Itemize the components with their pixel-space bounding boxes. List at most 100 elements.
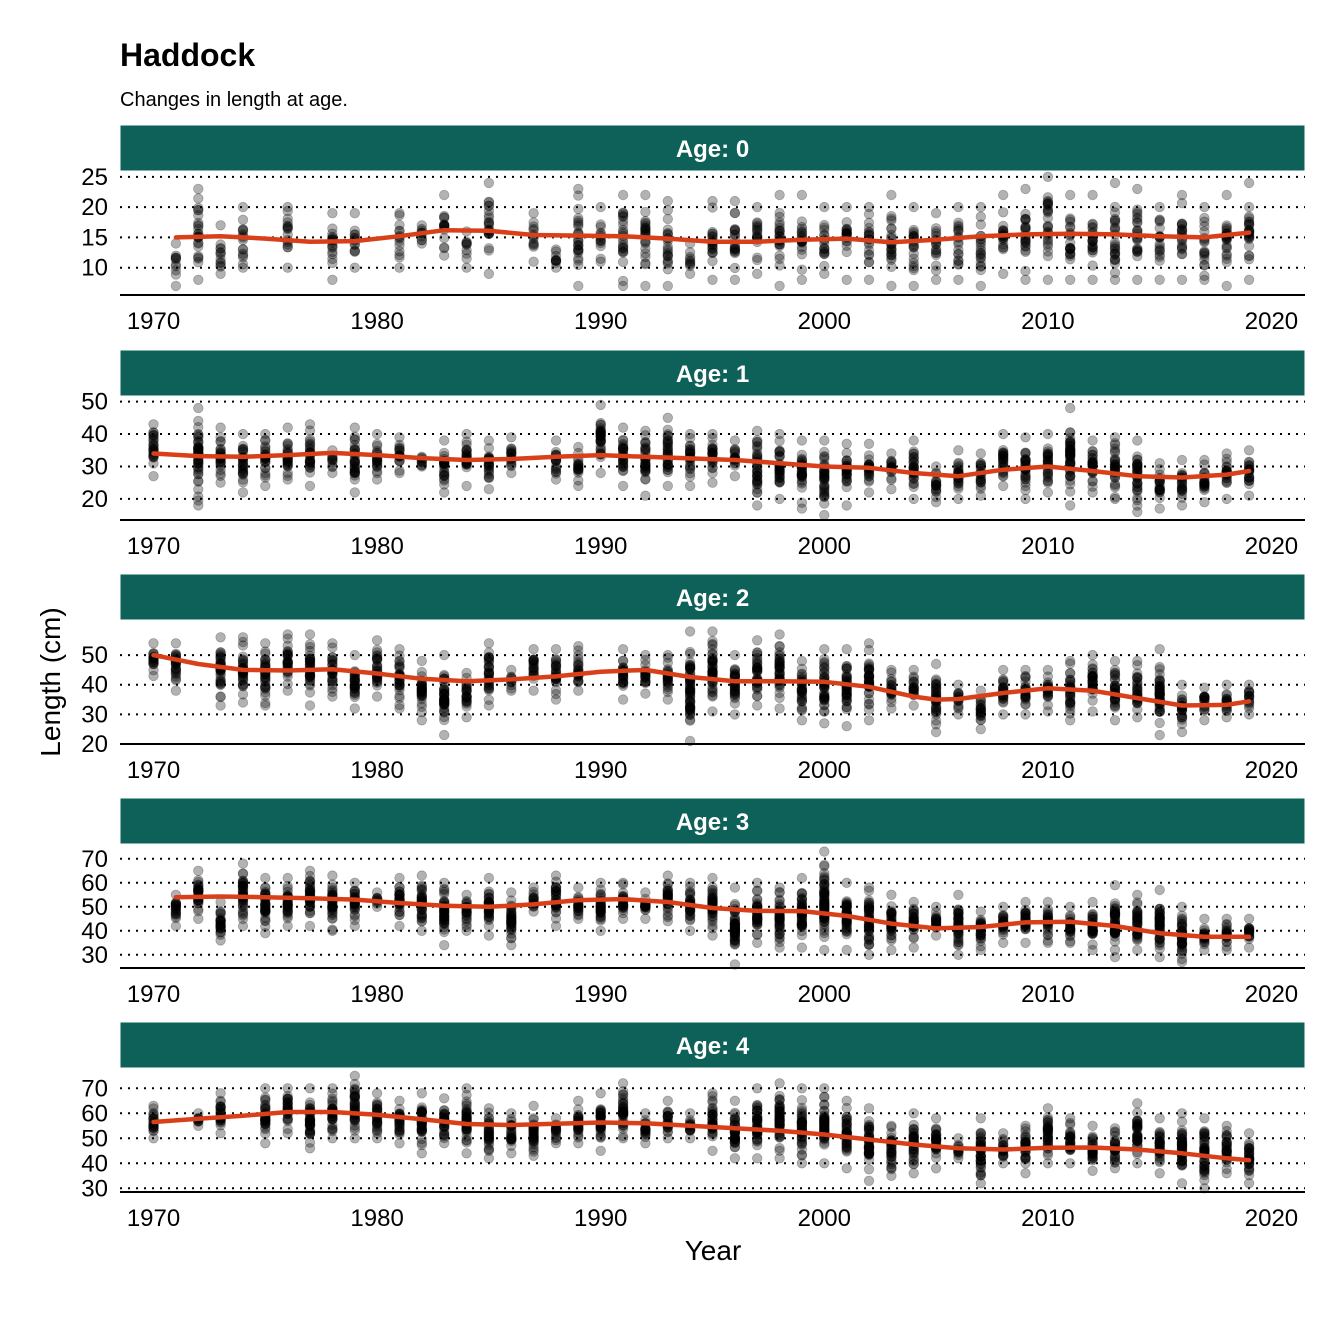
data-point <box>193 495 204 506</box>
data-point <box>796 227 808 238</box>
data-point <box>371 647 383 658</box>
data-point <box>1199 201 1210 213</box>
data-point <box>841 225 852 236</box>
data-point <box>1243 201 1255 213</box>
data-point <box>1132 684 1143 695</box>
data-point <box>416 891 428 903</box>
data-point <box>282 422 293 433</box>
data-point <box>550 644 562 655</box>
data-point <box>528 207 539 219</box>
data-point <box>1087 667 1098 678</box>
data-point <box>148 439 159 450</box>
data-point <box>483 656 495 667</box>
data-point <box>215 257 226 269</box>
data-point <box>1087 260 1098 271</box>
data-point <box>617 219 629 230</box>
data-point <box>1064 449 1076 460</box>
data-point <box>662 204 674 216</box>
data-point <box>237 244 249 255</box>
data-point <box>640 222 651 234</box>
data-point <box>1020 692 1031 703</box>
data-point <box>617 902 629 913</box>
data-point <box>975 714 987 726</box>
data-point <box>1064 254 1076 265</box>
x-tick-label: 1980 <box>350 533 403 560</box>
data-point <box>752 217 763 228</box>
points <box>170 171 1255 292</box>
data-point <box>416 925 428 937</box>
data-point <box>1087 219 1098 230</box>
data-point <box>640 688 651 699</box>
data-point <box>819 224 830 235</box>
data-point <box>617 243 629 255</box>
y-tick-label: 50 <box>81 642 108 669</box>
data-point <box>863 274 875 286</box>
data-point <box>707 226 718 238</box>
data-point <box>841 481 852 493</box>
data-point <box>819 474 830 486</box>
data-point <box>886 907 897 919</box>
data-point <box>617 275 629 287</box>
data-point <box>1154 644 1165 655</box>
data-point <box>1221 475 1232 487</box>
data-point <box>237 248 249 259</box>
data-point <box>819 268 830 280</box>
data-point <box>1064 427 1076 438</box>
data-point <box>1042 198 1054 209</box>
data-point <box>1020 208 1031 220</box>
data-point <box>1064 250 1076 262</box>
data-point <box>148 471 159 482</box>
data-point <box>573 245 584 256</box>
x-tick-label: 2000 <box>798 308 851 335</box>
data-point <box>908 201 919 213</box>
data-point <box>170 238 182 249</box>
data-point <box>1064 214 1076 226</box>
data-point <box>953 274 964 286</box>
data-point <box>1199 497 1210 508</box>
data-point <box>617 280 629 292</box>
data-point <box>461 237 472 249</box>
data-point <box>416 909 428 920</box>
data-point <box>349 487 361 498</box>
data-point <box>439 250 450 261</box>
data-point <box>416 693 428 705</box>
data-point <box>349 886 361 897</box>
data-point <box>1042 205 1054 217</box>
data-point <box>1020 265 1031 277</box>
data-point <box>774 225 785 237</box>
data-point <box>662 249 674 261</box>
data-point <box>662 245 674 257</box>
data-point <box>819 706 830 717</box>
data-point <box>729 246 741 258</box>
data-point <box>483 484 495 495</box>
data-point <box>550 254 562 266</box>
data-point <box>1132 246 1143 258</box>
data-point <box>684 432 696 444</box>
data-point <box>998 268 1009 280</box>
data-point <box>439 189 450 201</box>
data-point <box>796 249 808 260</box>
data-point <box>215 691 226 703</box>
data-point <box>1064 242 1076 254</box>
data-point <box>684 268 696 280</box>
data-point <box>684 253 696 265</box>
data-point <box>819 944 830 956</box>
data-point <box>327 257 338 269</box>
data-point <box>729 262 741 274</box>
data-point <box>863 924 875 935</box>
data-point <box>819 718 830 729</box>
facet-strip-label: Age: 2 <box>676 585 749 612</box>
data-point <box>774 225 785 237</box>
data-point <box>707 684 718 695</box>
data-point <box>1020 453 1031 465</box>
data-point <box>662 213 674 225</box>
data-point <box>1154 664 1165 675</box>
data-point <box>841 227 852 238</box>
data-point <box>1221 493 1232 505</box>
data-point <box>975 201 987 213</box>
data-point <box>1154 706 1165 717</box>
data-point <box>841 240 852 252</box>
data-point <box>282 222 293 234</box>
